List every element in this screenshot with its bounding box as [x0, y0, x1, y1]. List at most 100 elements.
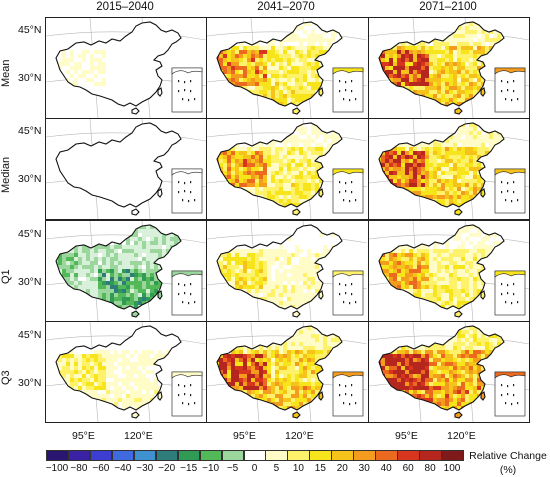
colorbar-swatch [353, 450, 376, 461]
column-title-2071-2100: 2071–2100 [419, 1, 477, 13]
taiwan-outline [157, 391, 163, 401]
colorbar-swatch [133, 450, 157, 461]
hainan-outline [131, 310, 140, 318]
graticule-line [369, 31, 529, 41]
china-outline [55, 224, 182, 310]
lat-label-45n-row2: 45°N [18, 125, 42, 137]
colorbar-swatch [89, 450, 113, 461]
china-outline [378, 21, 505, 107]
row-label-mean: Mean [0, 59, 12, 87]
colorbar-tick-label: 40 [380, 463, 392, 474]
south-china-sea-inset [494, 67, 526, 113]
china-map [369, 221, 529, 321]
taiwan-outline [480, 391, 486, 401]
map-panel-q3-2015-2040 [45, 321, 207, 423]
taiwan-outline [318, 391, 324, 401]
taiwan-outline [157, 87, 163, 97]
lon-label-95e-col1: 95°E [72, 430, 95, 442]
south-china-sea-inset [332, 270, 364, 316]
china-map [207, 322, 368, 422]
colorbar-swatch [375, 450, 398, 461]
china-map [207, 221, 368, 321]
colorbar-swatch [331, 450, 354, 461]
colorbar-swatch [243, 450, 267, 461]
colorbar-tick-label: −100 [45, 463, 69, 474]
map-panel-q1-2071-2100 [368, 220, 530, 322]
colorbar-title-line2: (%) [499, 464, 517, 476]
hainan-outline [454, 107, 463, 115]
colorbar-tick-label: −40 [114, 463, 132, 474]
hainan-outline [454, 310, 463, 318]
china-outline [55, 122, 182, 208]
colorbar-swatch [111, 450, 135, 461]
colorbar-tick-label: 15 [314, 463, 326, 474]
china-outline [378, 325, 505, 411]
colorbar-tick-label: 30 [358, 463, 370, 474]
graticule-line [207, 335, 368, 345]
colorbar-tick-label: −60 [92, 463, 110, 474]
taiwan-outline [318, 188, 324, 198]
column-title-2041-2070: 2041–2070 [257, 1, 315, 13]
map-panel-q1-2041-2070 [206, 220, 369, 322]
china-map [369, 119, 529, 219]
taiwan-outline [157, 188, 163, 198]
china-map [46, 221, 206, 321]
lon-label-120e-col3: 120°E [447, 430, 476, 442]
colorbar-swatch [441, 450, 464, 461]
column-title-2015-2040: 2015–2040 [96, 1, 154, 13]
china-map [46, 119, 206, 219]
graticule-line [207, 234, 368, 244]
hainan-outline [292, 208, 301, 216]
graticule-line [369, 234, 529, 244]
colorbar-swatch [199, 450, 223, 461]
lat-label-45n-row3: 45°N [18, 228, 42, 240]
lon-label-95e-col3: 95°E [395, 430, 418, 442]
colorbar-tick-label: 10 [292, 463, 304, 474]
graticule-line [46, 335, 206, 345]
hainan-outline [454, 208, 463, 216]
south-china-sea-inset [494, 270, 526, 316]
lat-label-30n-row2: 30°N [18, 173, 42, 185]
colorbar-tick-label: −30 [136, 463, 154, 474]
south-china-sea-inset [494, 371, 526, 417]
lat-label-45n-row1: 45°N [18, 24, 42, 36]
row-label-q3: Q3 [0, 370, 12, 386]
colorbar-swatch [265, 450, 289, 461]
colorbar-title-line1: Relative Change [469, 450, 547, 462]
map-panel-median-2015-2040 [45, 118, 207, 220]
china-map [207, 119, 368, 219]
colorbar-tick-label: −5 [226, 463, 239, 474]
colorbar-swatch [221, 450, 245, 461]
lon-label-120e-col1: 120°E [124, 430, 153, 442]
map-panel-mean-2015-2040 [45, 17, 207, 119]
graticule-line [46, 31, 206, 41]
hainan-outline [292, 107, 301, 115]
south-china-sea-inset [332, 168, 364, 214]
south-china-sea-inset [171, 168, 203, 214]
map-panel-median-2071-2100 [368, 118, 530, 220]
south-china-sea-inset [494, 168, 526, 214]
graticule-line [369, 335, 529, 345]
colorbar-tick-label: −20 [158, 463, 176, 474]
lat-label-30n-row4: 30°N [18, 377, 42, 389]
china-outline [216, 325, 343, 411]
hainan-outline [131, 208, 140, 216]
colorbar-tick-label: 100 [443, 463, 461, 474]
south-china-sea-inset [332, 371, 364, 417]
graticule-line [207, 132, 368, 142]
taiwan-outline [318, 87, 324, 97]
colorbar-swatch [46, 450, 69, 461]
colorbar-swatch [419, 450, 442, 461]
colorbar-tick-label: 20 [336, 463, 348, 474]
colorbar-tick-label: −10 [202, 463, 220, 474]
china-outline [378, 224, 505, 310]
row-label-q1: Q1 [0, 269, 12, 285]
china-outline [378, 122, 505, 208]
lat-label-30n-row3: 30°N [18, 276, 42, 288]
lat-label-30n-row1: 30°N [18, 72, 42, 84]
colorbar-tick-label: −80 [70, 463, 88, 474]
colorbar-tick-label: 0 [251, 463, 258, 474]
south-china-sea-inset [332, 67, 364, 113]
map-panel-q3-2071-2100 [368, 321, 530, 423]
colorbar-swatch [155, 450, 179, 461]
